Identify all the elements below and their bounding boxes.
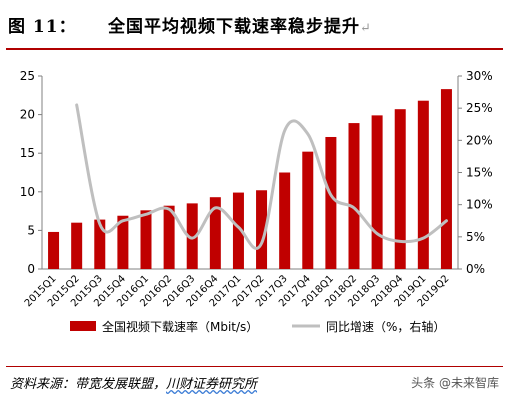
y-right-tick-label: 20% <box>466 133 493 147</box>
bar <box>417 100 429 269</box>
chart-axes: 0 5 10 15 20 25 0% 5% 10% 15% 20% 25% 30% <box>20 69 493 276</box>
y-right-tick-label: 10% <box>466 198 493 212</box>
return-mark-icon: ↵ <box>360 21 372 36</box>
growth-rate-point <box>214 207 216 209</box>
y-right-tick-label: 25% <box>466 101 493 115</box>
y-left-tick-label: 20 <box>20 108 35 122</box>
bar <box>302 151 314 269</box>
bar <box>279 172 291 269</box>
growth-rate-point <box>168 208 170 210</box>
bar <box>71 222 83 269</box>
y-right-tick-label: 0% <box>466 262 485 276</box>
y-left-tick-label: 25 <box>20 69 35 83</box>
growth-rate-point <box>445 220 447 222</box>
chart-line <box>75 103 448 250</box>
bar <box>256 190 268 269</box>
bar <box>325 136 337 269</box>
source-highlight: 川财证券研究所 <box>166 377 258 392</box>
bar <box>394 109 406 269</box>
bar <box>117 215 129 269</box>
legend-swatch-bar <box>70 321 96 331</box>
bar <box>209 197 221 269</box>
growth-rate-point <box>422 237 424 239</box>
growth-rate-point <box>376 233 378 235</box>
watermark: 头条 @未来智库 <box>411 376 499 390</box>
growth-rate-point <box>261 242 263 244</box>
chart: 0 5 10 15 20 25 0% 5% 10% 15% 20% 25% 30% 2015Q12015… <box>20 69 493 334</box>
title-divider <box>6 48 503 50</box>
source-prefix: 资料来源：带宽发展联盟， <box>10 377 167 392</box>
growth-rate-point <box>99 223 101 225</box>
legend-label-bar: 全国视频下载速率（Mbit/s） <box>102 319 258 334</box>
source-divider <box>6 366 503 367</box>
y-left-tick-label: 15 <box>20 146 35 160</box>
bar <box>348 123 360 269</box>
y-right-tick-label: 15% <box>466 166 493 180</box>
figure-title: 全国平均视频下载速率稳步提升↵ <box>108 12 372 37</box>
growth-rate-point <box>353 207 355 209</box>
y-left-tick-label: 5 <box>27 223 35 237</box>
bar <box>371 115 383 269</box>
figure-title-bar: 图 11： 全国平均视频下载速率稳步提升↵ <box>6 10 503 50</box>
bar <box>140 210 152 269</box>
growth-rate-point <box>145 213 147 215</box>
growth-rate-point <box>237 226 239 228</box>
y-right-tick-label: 30% <box>466 69 493 83</box>
figure-label: 图 11： <box>8 17 77 37</box>
bar <box>94 219 106 269</box>
chart-legend: 全国视频下载速率（Mbit/s） 同比增速（%，右轴） <box>70 319 445 334</box>
y-right-tick-label: 5% <box>466 230 485 244</box>
growth-rate-point <box>76 104 78 106</box>
growth-rate-point <box>330 194 332 196</box>
figure-title-text: 全国平均视频下载速率稳步提升 <box>108 17 360 37</box>
source-note: 资料来源：带宽发展联盟，川财证券研究所 <box>10 373 257 392</box>
bar <box>48 231 60 269</box>
y-left-tick-label: 0 <box>27 262 35 276</box>
chart-bars <box>48 89 452 270</box>
growth-rate-point <box>122 220 124 222</box>
bar <box>186 203 198 269</box>
growth-rate-point <box>307 133 309 135</box>
legend-label-line: 同比增速（%，右轴） <box>326 319 445 334</box>
bar <box>232 192 244 269</box>
chart-x-tick-labels: 2015Q12015Q22015Q32015Q42016Q12016Q22016… <box>23 273 452 309</box>
growth-rate-point <box>284 130 286 132</box>
y-left-tick-label: 10 <box>20 185 35 199</box>
growth-rate-point <box>191 237 193 239</box>
bar <box>440 89 452 270</box>
growth-rate-point <box>399 240 401 242</box>
bar <box>163 205 175 269</box>
